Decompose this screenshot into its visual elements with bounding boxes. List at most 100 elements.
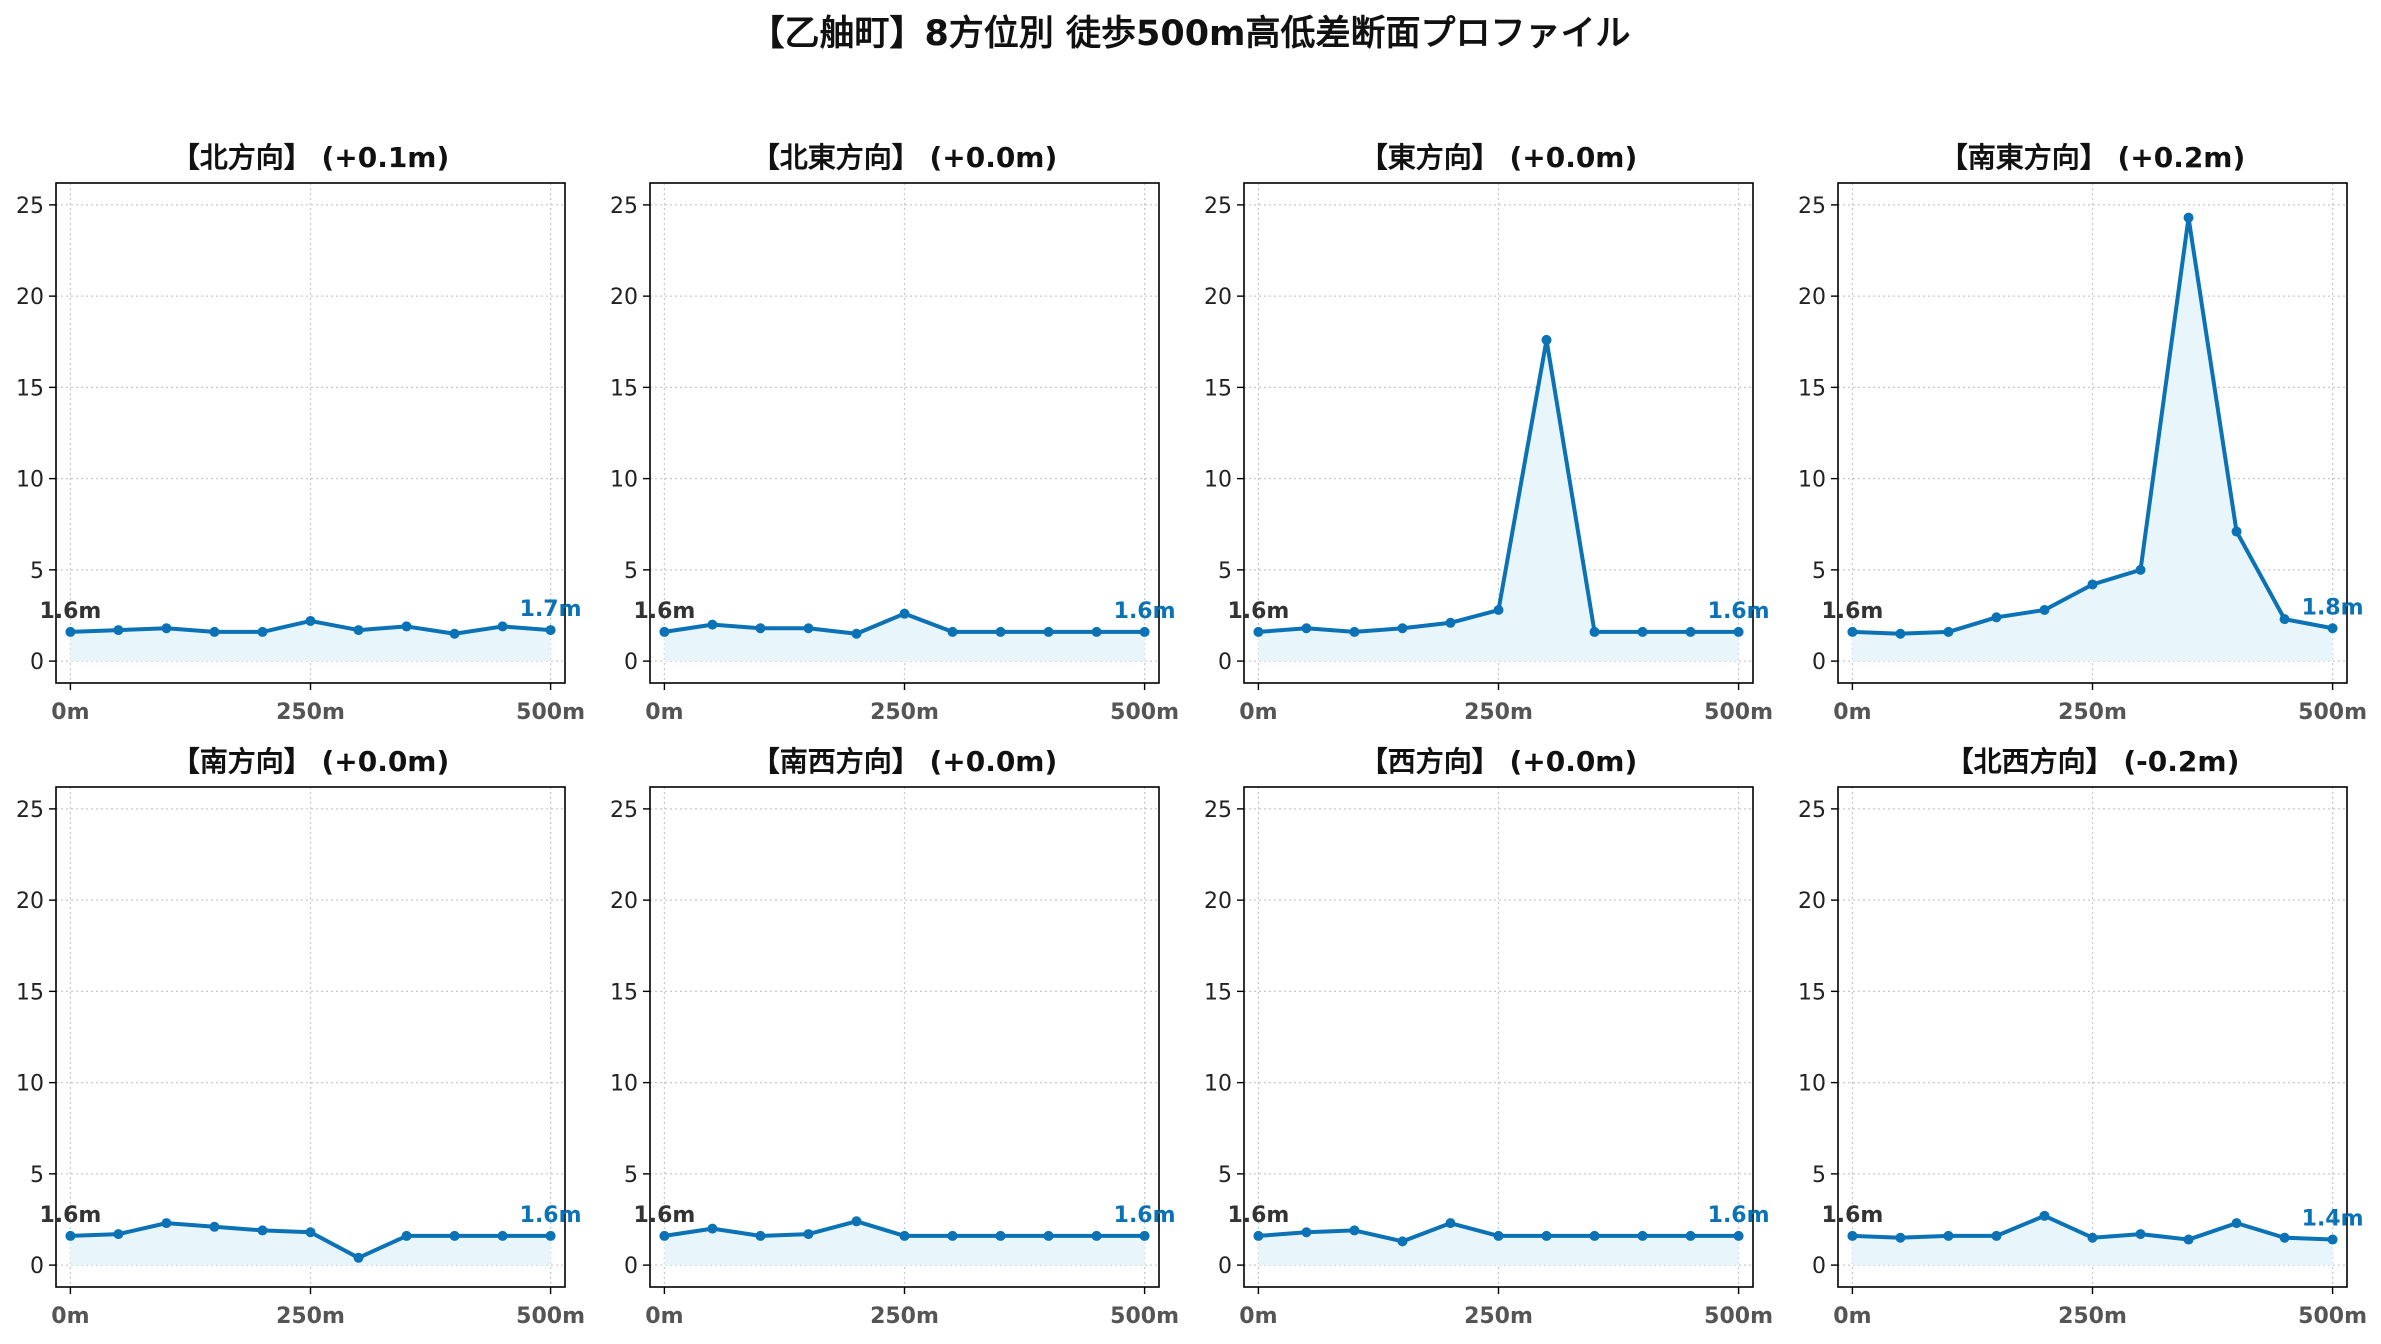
data-point: [851, 628, 862, 639]
data-point: [209, 1221, 220, 1232]
y-tick-label: 15: [610, 980, 638, 1005]
data-point: [803, 623, 814, 634]
data-point: [257, 1225, 268, 1236]
panel-title: 【東方向】 (+0.0m): [1360, 141, 1638, 174]
profile-fill: [1852, 217, 2333, 662]
x-tick-label: 250m: [276, 700, 345, 725]
y-tick-label: 25: [16, 798, 44, 823]
start-elevation-label: 1.6m: [1821, 599, 1883, 624]
data-point: [899, 608, 910, 619]
data-point: [659, 626, 670, 637]
y-tick-label: 0: [624, 1254, 638, 1279]
data-point: [1493, 605, 1504, 616]
data-point: [995, 1230, 1006, 1241]
y-tick-label: 0: [30, 650, 44, 675]
panel-title: 【南西方向】 (+0.0m): [752, 745, 1058, 778]
data-point: [1637, 626, 1648, 637]
y-tick-label: 5: [30, 1163, 44, 1188]
panel-title: 【南方向】 (+0.0m): [172, 745, 450, 778]
data-point: [1397, 1236, 1408, 1247]
panel-title: 【南東方向】 (+0.2m): [1940, 141, 2246, 174]
y-tick-label: 25: [1798, 798, 1826, 823]
data-point: [1589, 1230, 1600, 1241]
y-tick-label: 20: [610, 285, 638, 310]
y-tick-label: 10: [610, 1072, 638, 1097]
panel-title: 【北東方向】 (+0.0m): [752, 141, 1058, 174]
y-tick-label: 20: [1204, 889, 1232, 914]
x-tick-label: 0m: [1833, 1304, 1871, 1329]
x-tick-label: 500m: [1704, 1304, 1773, 1329]
y-tick-label: 20: [1798, 889, 1826, 914]
data-point: [545, 1230, 556, 1241]
data-point: [1895, 1232, 1906, 1243]
profile-fill: [664, 1221, 1145, 1266]
x-tick-label: 250m: [2058, 1304, 2127, 1329]
y-tick-label: 10: [1204, 1072, 1232, 1097]
data-point: [1991, 612, 2002, 623]
data-point: [1493, 1230, 1504, 1241]
x-tick-label: 500m: [1110, 1304, 1179, 1329]
profile-line: [1852, 215, 2333, 636]
y-tick-label: 0: [624, 650, 638, 675]
y-tick-label: 10: [16, 468, 44, 493]
data-point: [161, 623, 172, 634]
y-tick-label: 25: [610, 194, 638, 219]
data-point: [1685, 1230, 1696, 1241]
profile-fill: [1258, 1223, 1739, 1266]
data-point: [2039, 1210, 2050, 1221]
data-point: [1541, 1230, 1552, 1241]
data-point: [1943, 1230, 1954, 1241]
data-point: [1091, 1230, 1102, 1241]
y-tick-label: 15: [16, 376, 44, 401]
data-point: [2183, 212, 2194, 223]
data-point: [209, 626, 220, 637]
x-tick-label: 0m: [51, 700, 89, 725]
data-point: [2087, 579, 2098, 590]
start-elevation-label: 1.6m: [633, 1203, 695, 1228]
x-tick-label: 0m: [645, 1304, 683, 1329]
x-tick-label: 500m: [2298, 700, 2367, 725]
x-tick-label: 500m: [1110, 700, 1179, 725]
start-elevation-label: 1.6m: [1227, 599, 1289, 624]
data-point: [1733, 626, 1744, 637]
data-point: [2135, 1229, 2146, 1240]
y-tick-label: 20: [1798, 285, 1826, 310]
panel-title: 【西方向】 (+0.0m): [1360, 745, 1638, 778]
data-point: [2231, 1218, 2242, 1229]
data-point: [497, 1230, 508, 1241]
y-tick-label: 25: [1798, 194, 1826, 219]
x-tick-label: 0m: [1239, 1304, 1277, 1329]
data-point: [1139, 626, 1150, 637]
y-tick-label: 10: [16, 1072, 44, 1097]
y-tick-label: 15: [1798, 980, 1826, 1005]
x-tick-label: 500m: [1704, 700, 1773, 725]
data-point: [2135, 564, 2146, 575]
data-point: [1685, 626, 1696, 637]
x-tick-label: 500m: [2298, 1304, 2367, 1329]
data-point: [2183, 1234, 2194, 1245]
y-tick-label: 5: [1218, 1163, 1232, 1188]
x-tick-label: 0m: [1239, 700, 1277, 725]
x-tick-label: 250m: [870, 700, 939, 725]
y-tick-label: 5: [624, 1163, 638, 1188]
data-point: [257, 626, 268, 637]
y-tick-label: 20: [16, 889, 44, 914]
data-point: [449, 1230, 460, 1241]
data-point: [497, 621, 508, 632]
data-point: [2231, 526, 2242, 537]
figure-title: 【乙舳町】8方位別 徒歩500m高低差断面プロファイル: [749, 14, 1630, 54]
data-point: [2279, 1232, 2290, 1243]
y-tick-label: 10: [1798, 468, 1826, 493]
y-tick-label: 0: [1218, 650, 1232, 675]
data-point: [2327, 623, 2338, 634]
end-elevation-label: 1.6m: [1708, 599, 1770, 624]
end-elevation-label: 1.6m: [1114, 599, 1176, 624]
data-point: [1253, 626, 1264, 637]
x-tick-label: 250m: [2058, 700, 2127, 725]
y-tick-label: 25: [16, 194, 44, 219]
data-point: [707, 1223, 718, 1234]
data-point: [2279, 614, 2290, 625]
end-elevation-label: 1.4m: [2302, 1207, 2364, 1232]
